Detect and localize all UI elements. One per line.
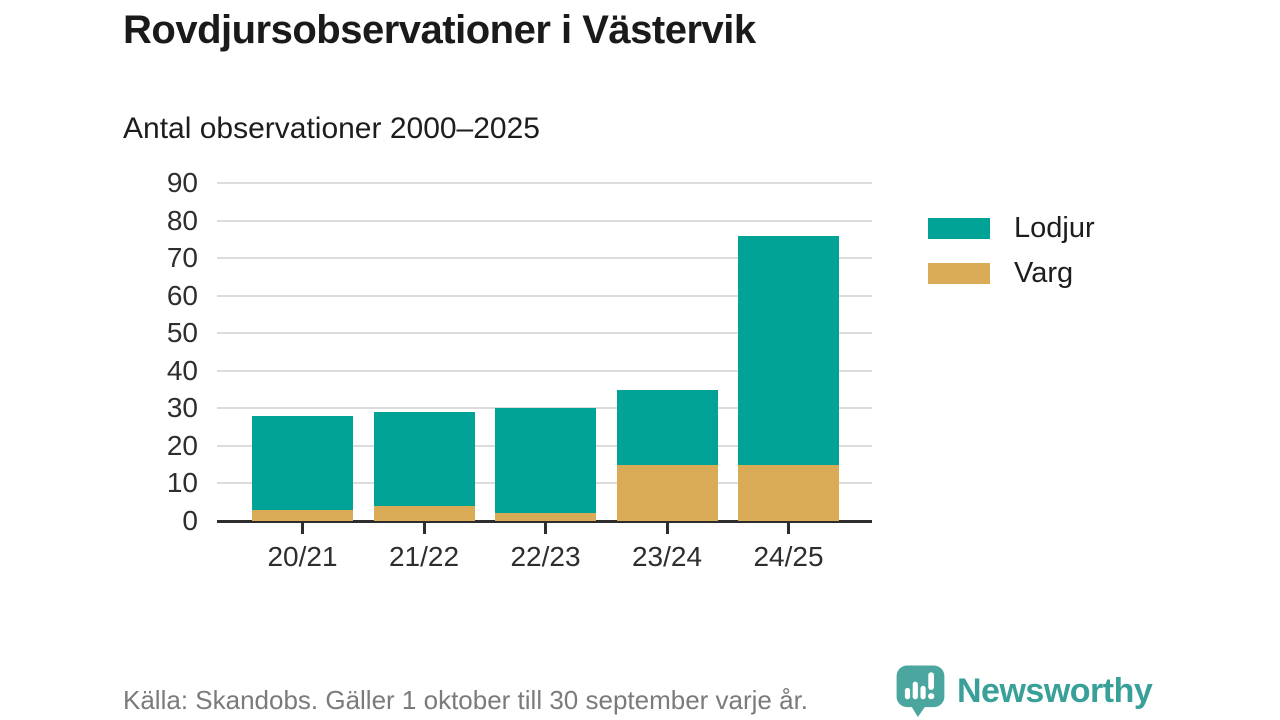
x-axis-tick (665, 523, 669, 534)
x-axis-line (217, 520, 872, 523)
x-axis-label: 22/23 (510, 541, 581, 572)
x-axis-label: 21/22 (388, 541, 460, 572)
bar-segment-lodjur (373, 412, 475, 506)
legend-label: Lodjur (1014, 212, 1095, 244)
y-axis-label: 80 (166, 204, 198, 236)
x-axis-label: 20/21 (267, 541, 338, 572)
legend-swatch-lodjur (928, 217, 990, 239)
y-axis-label: 40 (166, 354, 198, 386)
y-axis-label: 60 (166, 279, 198, 311)
bar-segment-varg (616, 464, 718, 521)
y-axis-label: 50 (166, 317, 198, 349)
y-axis-label: 20 (166, 429, 198, 461)
bar-segment-varg (373, 505, 475, 521)
gridline (217, 294, 872, 297)
bar-segment-varg (738, 464, 839, 521)
x-axis-label: 23/24 (631, 541, 703, 572)
y-axis-label: 10 (166, 467, 198, 499)
y-axis-label: 70 (166, 242, 198, 274)
gridline (217, 257, 872, 260)
bar-segment-lodjur (252, 415, 353, 510)
y-axis-label: 0 (182, 505, 198, 536)
source-note: Källa: Skandobs. Gäller 1 oktober till 3… (123, 685, 809, 715)
x-axis-tick (301, 523, 304, 534)
newsworthy-speech-bubble-icon (896, 665, 945, 717)
y-axis-label: 90 (166, 167, 198, 198)
bar-segment-lodjur (738, 235, 839, 465)
legend-item-varg: Varg (928, 256, 1095, 290)
x-axis-tick (787, 523, 790, 534)
chart-legend: Lodjur Varg (928, 211, 1095, 301)
chart-subtitle: Antal observationer 2000–2025 (123, 112, 540, 145)
legend-swatch-varg (928, 262, 990, 284)
gridline (217, 369, 872, 372)
bar-segment-lodjur (495, 408, 596, 514)
bar-segment-varg (495, 513, 596, 521)
bar-segment-lodjur (616, 389, 718, 465)
x-axis-label: 24/25 (753, 541, 824, 572)
newsworthy-logo: Newsworthy (895, 664, 1153, 718)
chart-title: Rovdjursobservationer i Västervik (123, 8, 756, 52)
legend-item-lodjur: Lodjur (928, 211, 1095, 245)
bar-segment-varg (252, 509, 353, 521)
x-axis-tick (422, 523, 426, 534)
gridline (217, 219, 872, 222)
gridline (217, 332, 872, 335)
gridline (217, 182, 872, 184)
newsworthy-wordmark: Newsworthy (957, 671, 1153, 710)
y-axis-label: 30 (166, 392, 198, 424)
x-axis-tick (544, 523, 547, 534)
legend-label: Varg (1014, 257, 1074, 289)
